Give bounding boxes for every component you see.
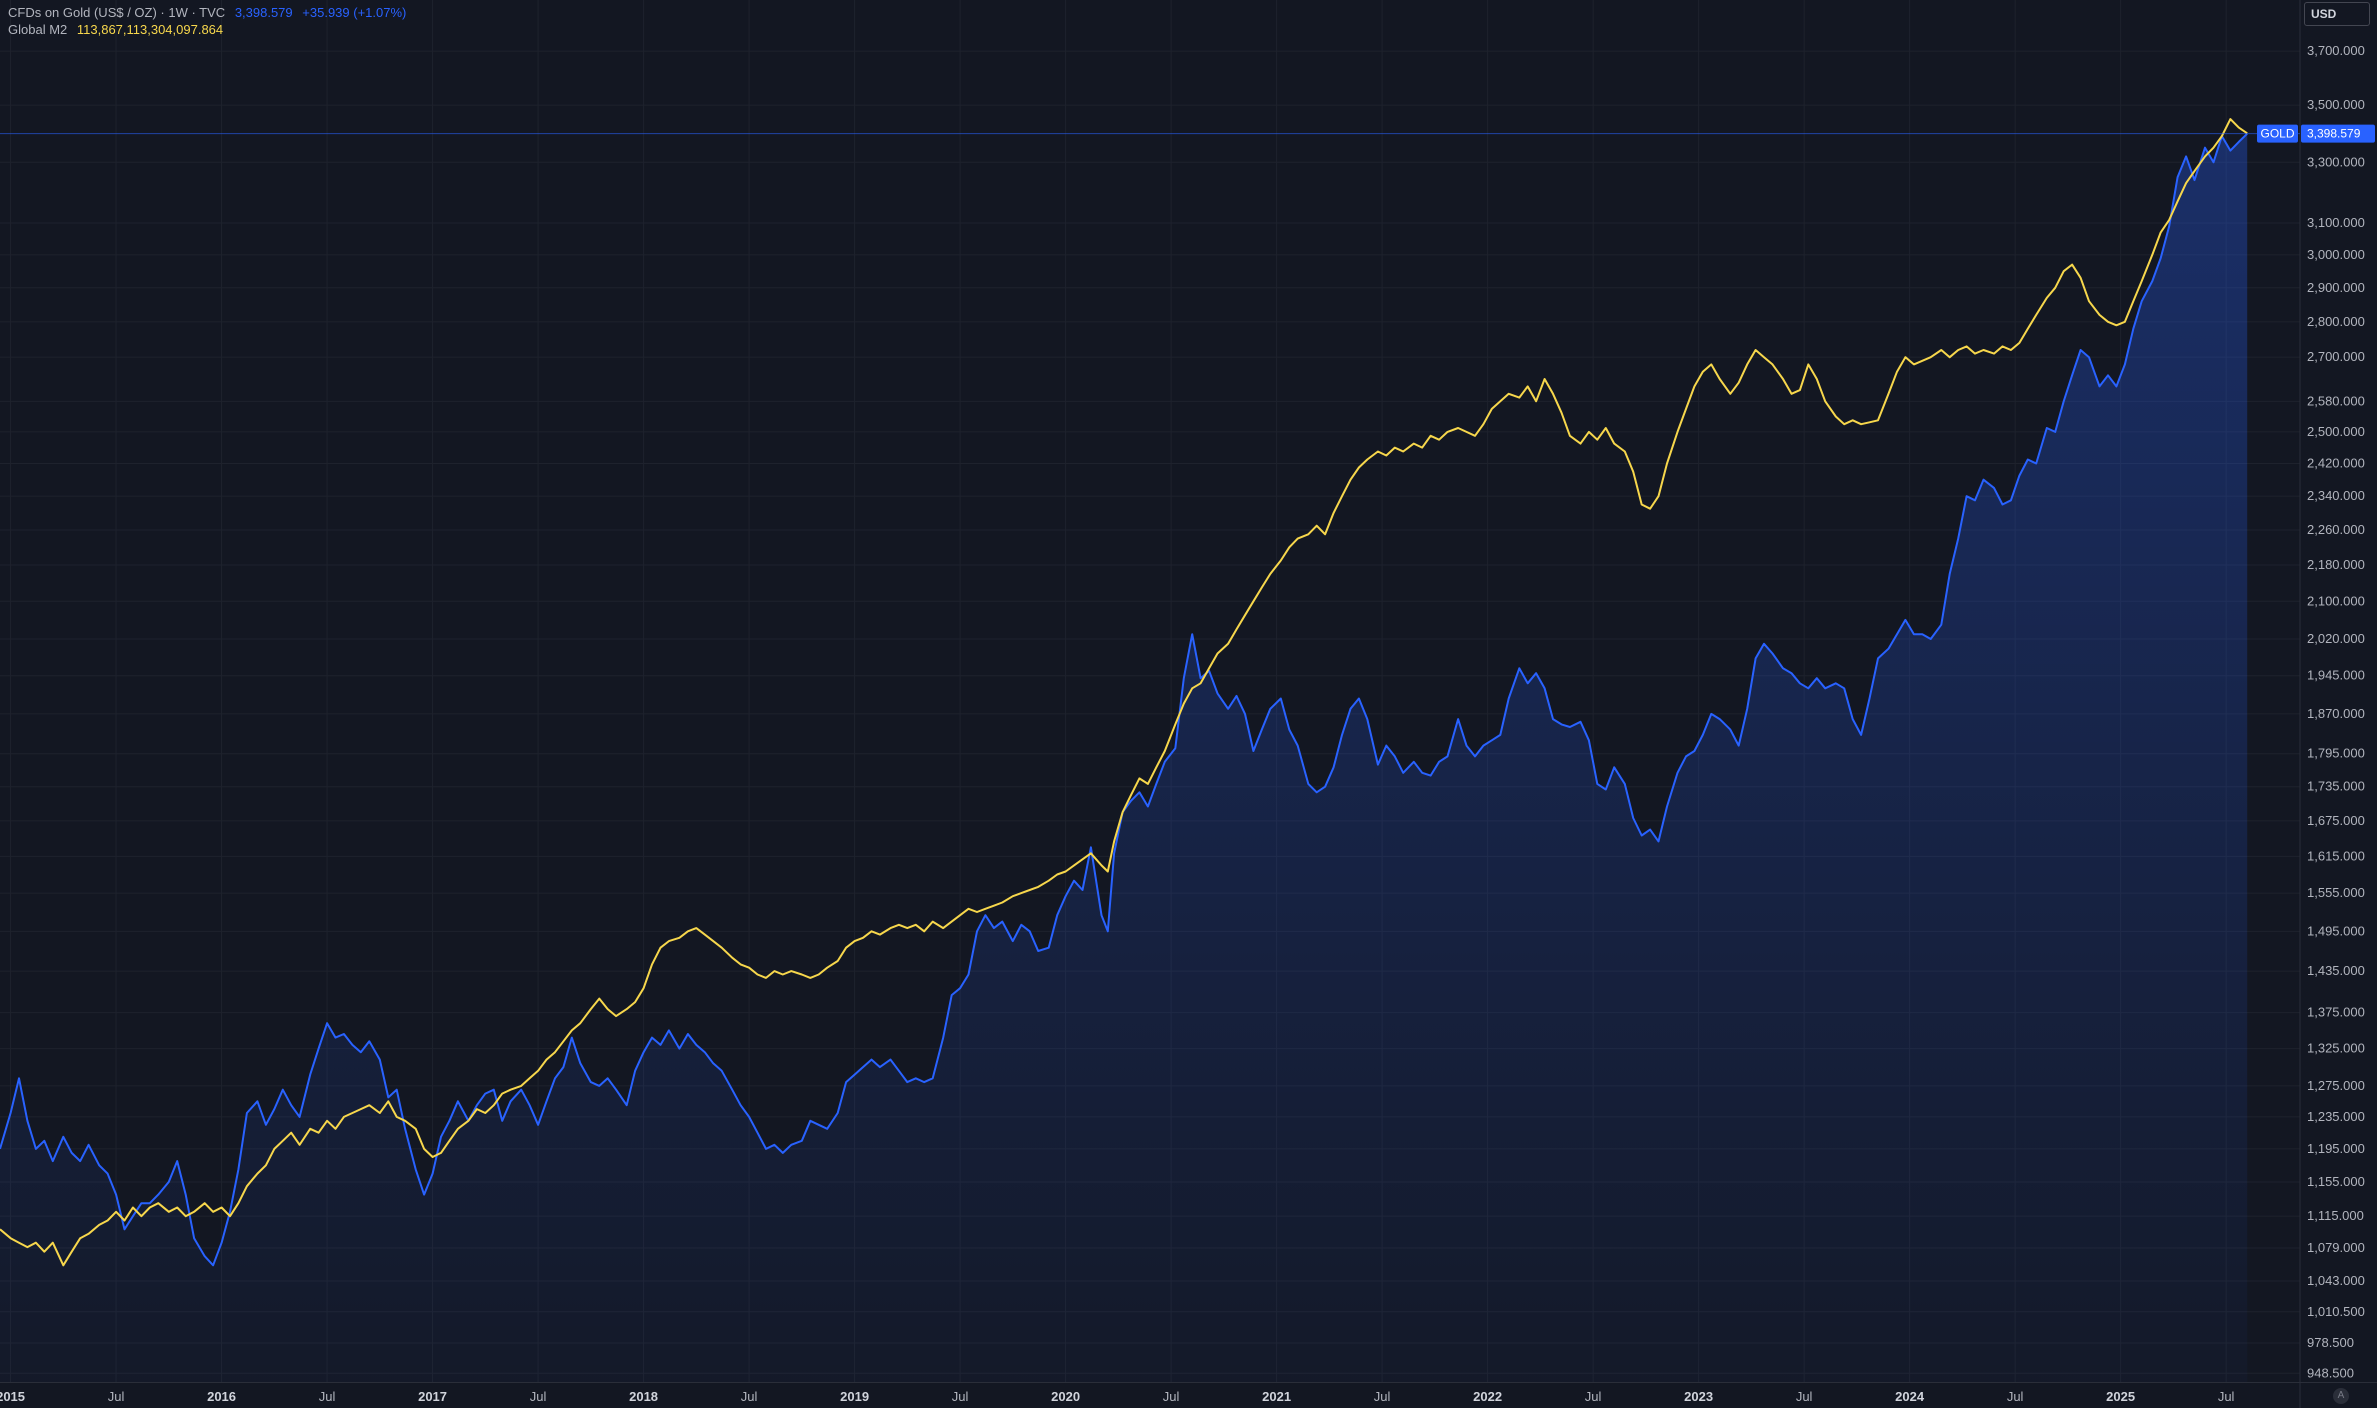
gold-symbol-title: CFDs on Gold (US$ / OZ) · 1W · TVC <box>8 5 226 20</box>
price-tick-label: 1,735.000 <box>2307 779 2365 794</box>
last-price-tag: GOLD 3,398.579 <box>0 124 2375 143</box>
price-tick-label: 2,800.000 <box>2307 314 2365 329</box>
price-tick-label: 978.500 <box>2307 1335 2354 1350</box>
time-tick-label: Jul <box>1585 1389 1602 1404</box>
time-tick-label: 2016 <box>207 1389 236 1404</box>
m2-last-value: 113,867,113,304,097.864 <box>76 22 224 37</box>
price-tick-label: 3,300.000 <box>2307 154 2365 169</box>
price-axis[interactable]: 3,700.000 3,500.000 3,300.000 3,100.000 3,00… <box>2299 0 2365 1408</box>
price-tick-label: 2,020.000 <box>2307 631 2365 646</box>
time-tick-label: 2017 <box>418 1389 447 1404</box>
price-tick-label: 1,870.000 <box>2307 706 2365 721</box>
price-tick-label: 1,195.000 <box>2307 1141 2365 1156</box>
time-tick-label: Jul <box>2007 1389 2024 1404</box>
time-tick-label: Jul <box>952 1389 969 1404</box>
price-tick-label: 2,580.000 <box>2307 393 2365 408</box>
time-tick-label: 2015 <box>0 1389 25 1404</box>
price-tick-label: 2,180.000 <box>2307 557 2365 572</box>
currency-button[interactable]: USD <box>2304 2 2370 26</box>
price-tick-label: 2,100.000 <box>2307 593 2365 608</box>
time-tick-label: Jul <box>1796 1389 1813 1404</box>
price-tick-label: 3,500.000 <box>2307 97 2365 112</box>
time-tick-label: Jul <box>2218 1389 2235 1404</box>
price-tick-label: 1,043.000 <box>2307 1273 2365 1288</box>
price-tick-label: 2,420.000 <box>2307 456 2365 471</box>
time-tick-label: 2019 <box>840 1389 869 1404</box>
price-tick-label: 1,235.000 <box>2307 1109 2365 1124</box>
time-tick-label: 2024 <box>1895 1389 1925 1404</box>
legend-row-m2[interactable]: Global M2 113,867,113,304,097.864 <box>8 21 406 38</box>
price-tag-value: 3,398.579 <box>2307 127 2361 141</box>
time-tick-label: 2023 <box>1684 1389 1713 1404</box>
legend-row-gold[interactable]: CFDs on Gold (US$ / OZ) · 1W · TVC 3,398… <box>8 4 406 21</box>
price-tag-symbol: GOLD <box>2260 127 2294 141</box>
time-tick-label: 2020 <box>1051 1389 1080 1404</box>
time-tick-label: 2021 <box>1262 1389 1291 1404</box>
price-tick-label: 1,435.000 <box>2307 963 2365 978</box>
price-tick-label: 1,155.000 <box>2307 1174 2365 1189</box>
gold-last-price: 3,398.579 <box>234 5 293 20</box>
price-tick-label: 3,100.000 <box>2307 215 2365 230</box>
price-tag-value-box <box>2301 124 2375 143</box>
chart-legend: CFDs on Gold (US$ / OZ) · 1W · TVC 3,398… <box>8 4 406 38</box>
time-tick-label: Jul <box>108 1389 125 1404</box>
price-tick-label: 2,700.000 <box>2307 349 2365 364</box>
time-tick-label: Jul <box>530 1389 547 1404</box>
price-tick-label: 1,675.000 <box>2307 813 2365 828</box>
price-tick-label: 1,555.000 <box>2307 885 2365 900</box>
price-tick-label: 1,375.000 <box>2307 1005 2365 1020</box>
price-tick-label: 1,079.000 <box>2307 1240 2365 1255</box>
time-tick-label: Jul <box>741 1389 758 1404</box>
time-axis[interactable]: 2015 Jul 2016 Jul 2017 Jul 2018 Jul 2019 Jul 2020 J… <box>0 1382 2377 1405</box>
time-tick-label: Jul <box>1163 1389 1180 1404</box>
price-tick-label: 1,115.000 <box>2307 1208 2364 1223</box>
price-tick-label: 3,000.000 <box>2307 247 2365 262</box>
price-tick-label: 2,500.000 <box>2307 424 2365 439</box>
auto-scale-button[interactable]: A <box>2333 1388 2349 1404</box>
price-tick-label: 2,900.000 <box>2307 280 2365 295</box>
series-layer <box>0 118 2248 1383</box>
price-tick-label: 1,275.000 <box>2307 1078 2365 1093</box>
time-tick-label: 2025 <box>2106 1389 2135 1404</box>
price-tick-label: 1,615.000 <box>2307 848 2365 863</box>
gold-price-change: +35.939 (+1.07%) <box>302 5 407 20</box>
series-line-global-m2[interactable] <box>0 118 2248 1267</box>
price-tag-symbol-box <box>2257 124 2298 143</box>
price-tick-label: 1,495.000 <box>2307 923 2365 938</box>
price-tick-label: 2,260.000 <box>2307 522 2365 537</box>
m2-symbol-title: Global M2 <box>8 22 68 37</box>
price-tick-label: 948.500 <box>2307 1365 2354 1380</box>
price-tick-label: 1,795.000 <box>2307 746 2365 761</box>
price-tick-label: 1,325.000 <box>2307 1041 2365 1056</box>
price-tick-label: 3,700.000 <box>2307 43 2365 58</box>
price-tick-label: 1,945.000 <box>2307 668 2365 683</box>
time-tick-label: 2022 <box>1473 1389 1502 1404</box>
price-tick-label: 1,010.500 <box>2307 1304 2365 1319</box>
price-tick-label: 2,340.000 <box>2307 488 2365 503</box>
time-tick-label: Jul <box>1374 1389 1391 1404</box>
time-tick-label: Jul <box>319 1389 336 1404</box>
time-tick-label: 2018 <box>629 1389 658 1404</box>
